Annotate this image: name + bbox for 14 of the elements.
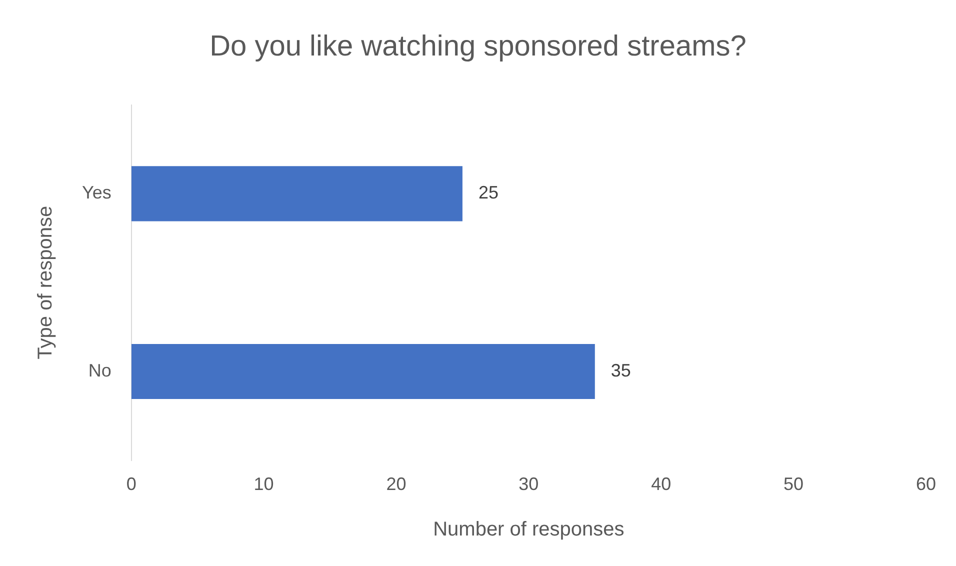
y-axis-title: Type of response [34, 206, 57, 360]
x-tick-label: 0 [126, 474, 136, 494]
x-tick-label: 60 [916, 474, 936, 494]
chart-title: Do you like watching sponsored streams? [210, 30, 746, 62]
y-tick-label: No [88, 360, 112, 380]
x-tick-label: 30 [518, 474, 539, 494]
y-tick-label: Yes [82, 182, 112, 203]
data-label: 35 [610, 360, 631, 380]
data-label: 25 [478, 182, 498, 203]
x-tick-label: 10 [254, 474, 274, 494]
x-axis-title: Number of responses [433, 518, 624, 541]
x-tick-label: 40 [651, 474, 672, 494]
x-tick-label: 20 [386, 474, 406, 494]
x-tick-label: 50 [784, 474, 804, 494]
